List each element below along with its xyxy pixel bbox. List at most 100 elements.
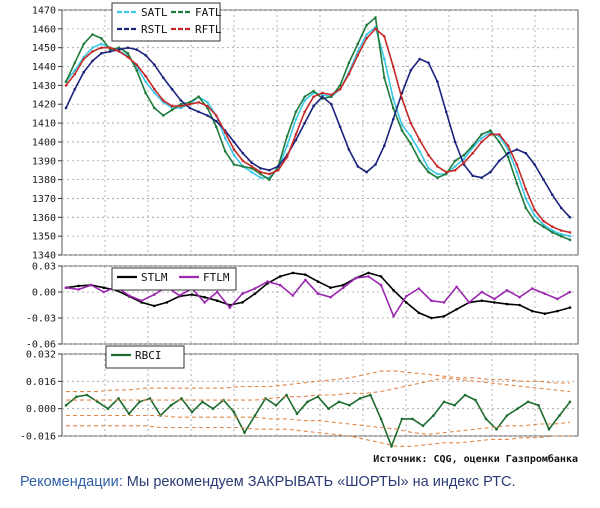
data-point <box>543 312 547 316</box>
data-point <box>278 275 282 278</box>
legend-label-rbci: RBCI <box>135 349 162 362</box>
y-tick-label: 1400 <box>32 137 56 148</box>
series-rftl-line <box>65 27 571 234</box>
data-point <box>215 290 219 294</box>
data-point <box>404 295 408 298</box>
data-point <box>436 165 439 168</box>
data-point <box>330 102 333 106</box>
legend-label-fatl: FATL <box>195 6 222 19</box>
data-point <box>77 288 80 291</box>
data-point <box>153 91 156 95</box>
data-point <box>427 61 430 65</box>
y-tick-label: 0.03 <box>32 262 56 273</box>
data-point <box>391 106 395 110</box>
data-point <box>153 87 156 91</box>
panel-2: 0.03 0.00 -0.03 -0.06 STLM FTLM <box>26 262 579 351</box>
data-point <box>178 294 181 297</box>
data-point <box>369 393 372 397</box>
data-point <box>232 148 236 151</box>
data-point <box>354 276 358 280</box>
data-point <box>533 219 536 223</box>
data-point <box>392 289 395 292</box>
data-point <box>337 400 341 404</box>
data-point <box>556 309 559 313</box>
data-point <box>471 151 475 155</box>
data-point <box>153 106 156 110</box>
y-tick-label: -0.06 <box>26 340 56 351</box>
data-point <box>455 285 458 289</box>
data-point <box>117 46 121 49</box>
y-tick-label: 1360 <box>32 213 56 224</box>
data-point <box>102 290 106 294</box>
data-point <box>188 106 192 110</box>
data-point <box>232 163 236 166</box>
data-point <box>329 295 332 299</box>
data-point <box>474 398 477 402</box>
data-point <box>253 414 257 417</box>
data-point <box>453 165 457 168</box>
data-point <box>430 299 433 303</box>
data-point <box>91 59 94 63</box>
legend: SATL FATL RSTL RFTL <box>111 2 222 42</box>
data-point <box>341 283 345 287</box>
data-point <box>338 125 342 129</box>
data-point <box>144 53 147 57</box>
data-point <box>64 404 68 407</box>
data-point <box>303 95 307 98</box>
data-point <box>241 151 245 155</box>
data-point <box>291 271 295 275</box>
band-line <box>66 370 570 393</box>
data-point <box>462 153 466 157</box>
data-point <box>162 99 165 102</box>
data-point <box>530 287 534 290</box>
data-point <box>285 135 289 138</box>
data-point <box>442 400 446 404</box>
y-tick-label: 0.032 <box>26 350 56 361</box>
data-point <box>453 159 457 163</box>
data-point <box>515 182 519 185</box>
data-point <box>383 57 386 61</box>
y-tick-label: 1370 <box>32 194 56 205</box>
data-point <box>162 114 165 117</box>
data-point <box>327 407 330 411</box>
data-point <box>392 315 395 318</box>
data-point <box>505 302 509 306</box>
data-point <box>215 299 219 303</box>
data-point <box>356 165 360 168</box>
data-point <box>303 121 307 125</box>
data-point <box>462 161 466 164</box>
legend-label-rftl: RFTL <box>195 23 222 36</box>
data-point <box>180 397 183 400</box>
data-point <box>498 140 501 144</box>
panel-3: 0.032 0.016 0.000 -0.016 RBCI <box>20 345 579 449</box>
data-point <box>559 206 563 210</box>
data-point <box>82 70 85 74</box>
data-point <box>206 114 209 117</box>
data-point <box>338 84 342 87</box>
data-point <box>276 165 280 168</box>
data-point <box>411 417 414 421</box>
data-point <box>404 301 408 304</box>
data-point <box>162 76 165 80</box>
data-point <box>126 52 130 55</box>
data-point <box>64 84 68 87</box>
data-point <box>379 283 383 287</box>
y-tick-label: 1460 <box>32 24 56 35</box>
data-point <box>215 114 218 117</box>
data-point <box>568 234 572 238</box>
data-point <box>533 214 536 217</box>
data-point <box>285 393 288 397</box>
data-point <box>206 104 209 108</box>
data-point <box>559 234 563 238</box>
data-point <box>505 289 509 292</box>
data-point <box>165 301 169 304</box>
data-point <box>285 144 289 147</box>
y-tick-label: 1470 <box>32 6 56 17</box>
data-point <box>516 407 519 411</box>
data-point <box>250 161 253 164</box>
data-point <box>330 95 333 98</box>
data-point <box>89 283 93 287</box>
data-point <box>321 91 324 95</box>
data-point <box>316 395 320 399</box>
data-point <box>285 155 289 159</box>
